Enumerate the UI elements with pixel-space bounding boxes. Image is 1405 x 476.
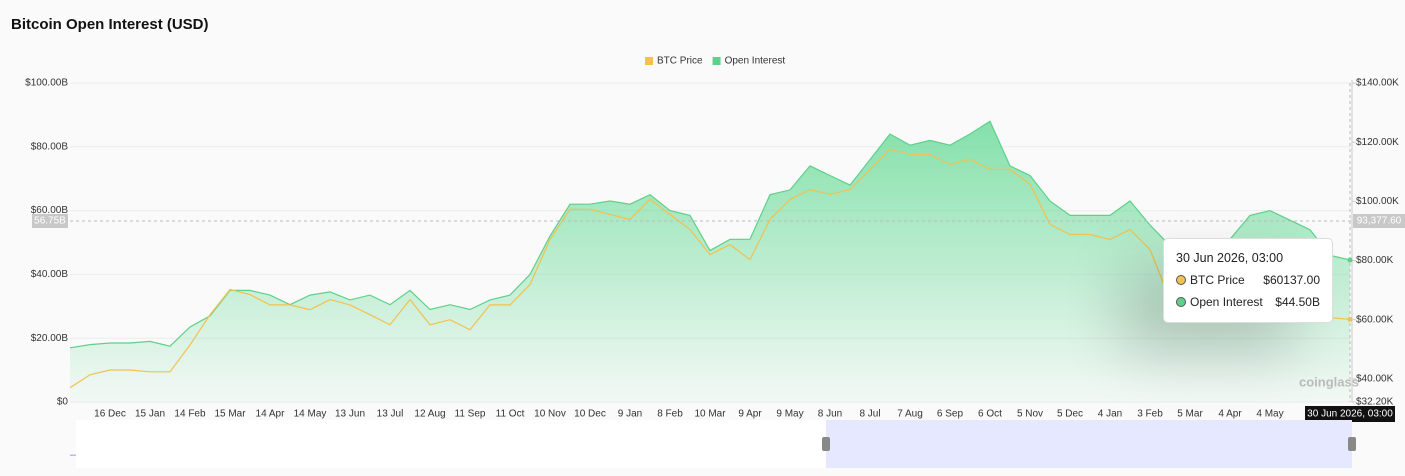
crosshair-x-label: 30 Jun 2026, 03:00 (1307, 409, 1393, 420)
legend-label: BTC Price (657, 56, 703, 67)
x-tick-label: 5 Mar (1177, 409, 1203, 420)
x-tick-label: 9 Jan (618, 409, 642, 420)
navigator-selection[interactable] (826, 420, 1352, 468)
crosshair-y2-label: 93,377.60 (1357, 216, 1402, 227)
x-tick-label: 12 Aug (414, 409, 445, 420)
x-tick-label: 11 Oct (496, 409, 525, 420)
tooltip-name: BTC Price (1190, 273, 1245, 287)
crosshair-y-label: 56.75B (34, 216, 66, 227)
y2-tick-label: $80.00K (1356, 255, 1394, 266)
y2-tick-label: $100.00K (1356, 196, 1399, 207)
x-tick-label: 5 Nov (1017, 409, 1043, 420)
x-tick-label: 13 Jul (377, 409, 404, 420)
y2-tick-label: $32.20K (1356, 397, 1394, 408)
y-tick-label: $100.00B (25, 78, 68, 89)
x-tick-label: 11 Sep (455, 409, 486, 420)
hover-point (1347, 257, 1353, 263)
hover-point (1347, 316, 1353, 322)
tooltip-title: 30 Jun 2026, 03:00 (1176, 251, 1284, 265)
legend-label: Open Interest (725, 56, 786, 67)
x-tick-label: 8 Feb (657, 409, 683, 420)
tooltip-name: Open Interest (1190, 295, 1263, 309)
tooltip-row: BTC Price $60137.00 (1176, 273, 1320, 287)
y-tick-label: $80.00B (31, 141, 69, 152)
series-line (69, 148, 1351, 389)
crosshair-y-box (32, 214, 68, 228)
tooltip-dot (1176, 275, 1186, 285)
x-tick-label: 10 Nov (534, 409, 566, 420)
x-tick-label: 9 May (776, 409, 803, 420)
x-tick-label: 10 Dec (574, 409, 606, 420)
y-tick-label: $20.00B (31, 333, 69, 344)
x-tick-label: 14 Feb (174, 409, 206, 420)
tooltip-value: $60137.00 (1263, 273, 1320, 287)
y-tick-label: $40.00B (31, 269, 69, 280)
x-tick-label: 4 May (1256, 409, 1283, 420)
x-tick-label: 14 Apr (256, 409, 286, 420)
x-tick-label: 3 Feb (1137, 409, 1163, 420)
crosshair-x-box (1305, 406, 1395, 422)
tooltip: 30 Jun 2026, 03:00 BTC Price $60137.00 Op… (1163, 238, 1333, 323)
y2-tick-label: $40.00K (1356, 374, 1394, 385)
x-tick-label: 9 Apr (738, 409, 762, 420)
chart-title: Bitcoin Open Interest (USD) (11, 16, 209, 33)
x-tick-label: 10 Mar (694, 409, 726, 420)
x-tick-label: 4 Apr (1218, 409, 1242, 420)
x-tick-label: 6 Oct (978, 409, 1002, 420)
x-tick-label: 15 Jan (135, 409, 165, 420)
crosshair-y2-box (1353, 214, 1405, 228)
navigator-handle[interactable] (1348, 437, 1356, 451)
y-tick-label: $0 (57, 397, 69, 408)
tooltip-row: Open Interest $44.50B (1176, 295, 1320, 309)
navigator-handle[interactable] (822, 437, 830, 451)
x-tick-label: 8 Jun (818, 409, 842, 420)
y2-tick-label: $120.00K (1356, 137, 1399, 148)
x-tick-label: 8 Jul (859, 409, 880, 420)
x-tick-label: 5 Dec (1057, 409, 1083, 420)
y2-tick-label: $140.00K (1356, 78, 1399, 89)
tooltip-dot (1176, 297, 1186, 307)
y-tick-label: $60.00B (31, 205, 69, 216)
x-tick-label: 4 Jan (1098, 409, 1122, 420)
x-tick-label: 7 Aug (897, 409, 923, 420)
x-tick-label: 16 Dec (94, 409, 126, 420)
legend-swatch (645, 57, 653, 65)
watermark: coinglass (1299, 374, 1359, 389)
y2-tick-label: $60.00K (1356, 314, 1394, 325)
area-fill (70, 121, 1350, 403)
x-tick-label: 14 May (294, 409, 327, 420)
area-line (69, 120, 1351, 349)
tooltip-value: $44.50B (1275, 295, 1320, 309)
legend-swatch (712, 57, 721, 65)
x-tick-label: 6 Sep (937, 409, 964, 420)
x-tick-label: 13 Jun (335, 409, 365, 420)
navigator (76, 420, 1352, 468)
x-tick-label: 15 Mar (214, 409, 246, 420)
